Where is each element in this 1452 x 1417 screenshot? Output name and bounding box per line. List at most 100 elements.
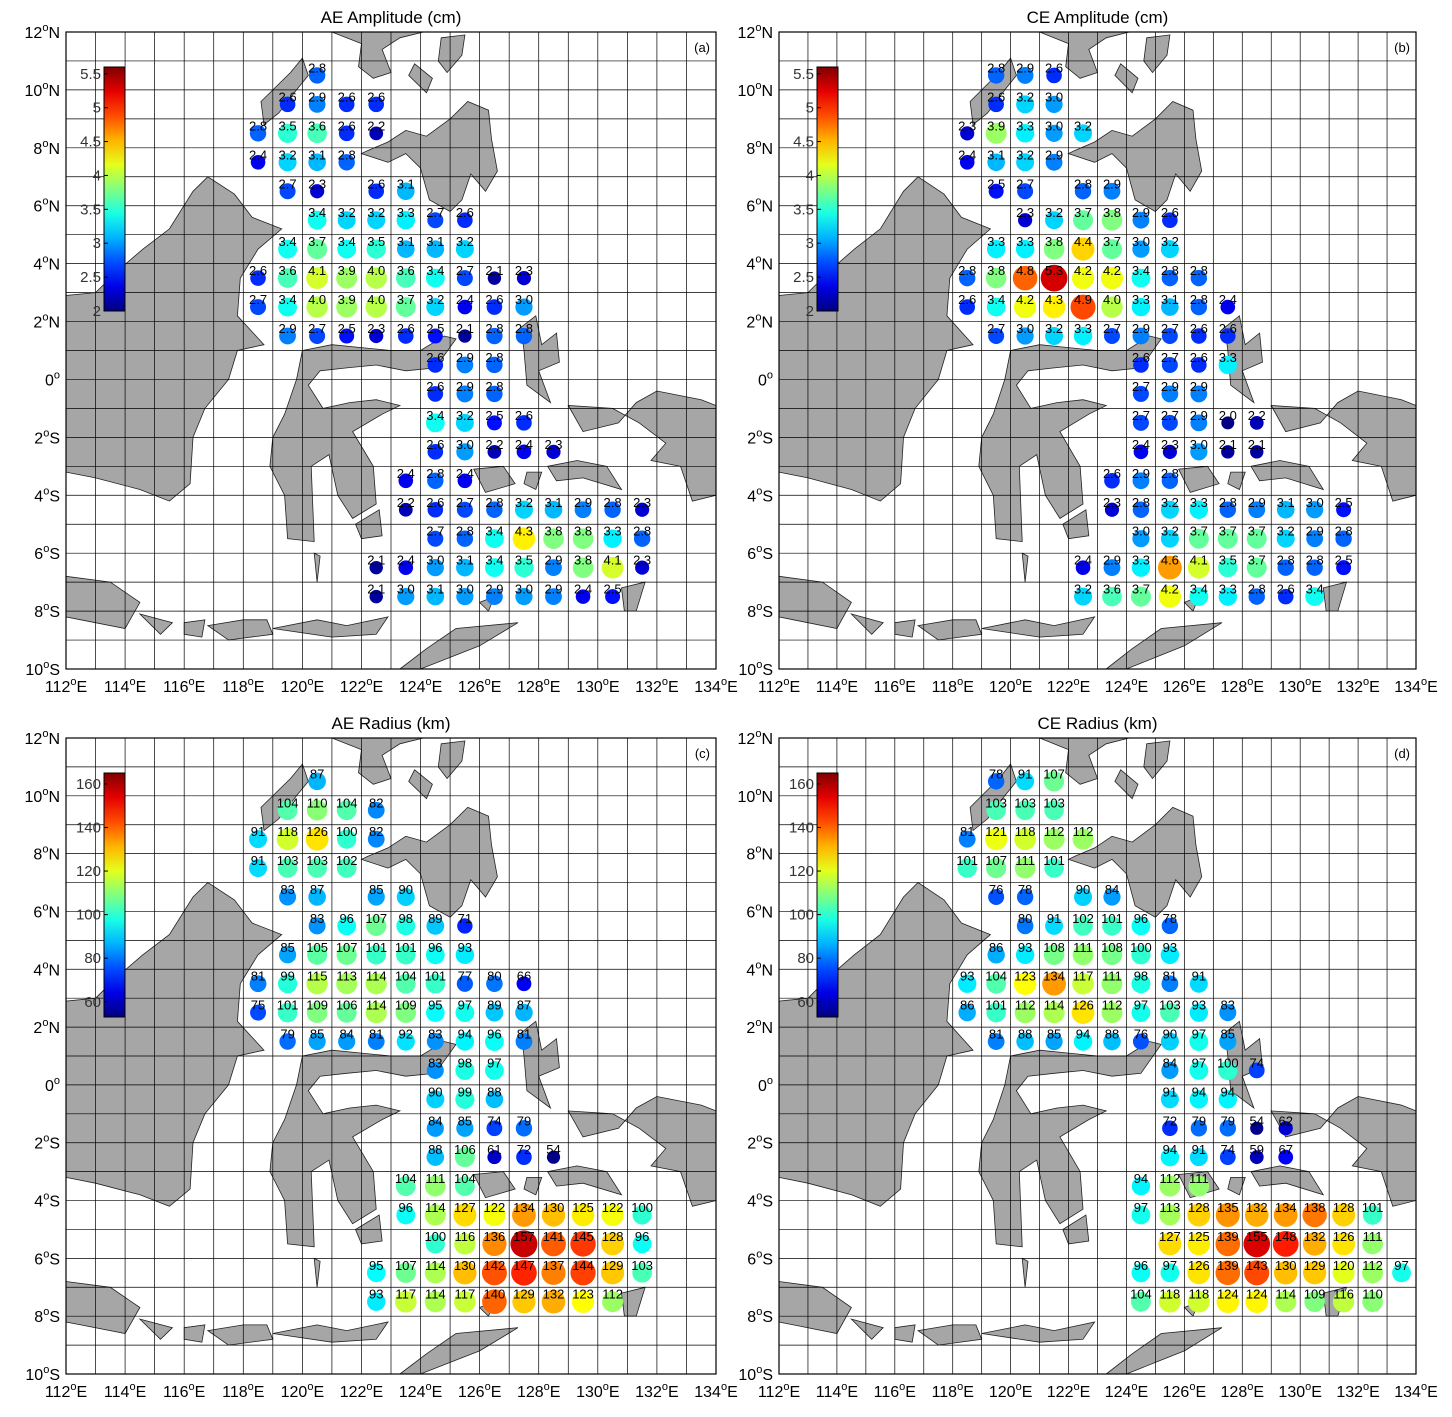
eddy-value-label: 112 [1102, 998, 1123, 1013]
eddy-value-label: 2.8 [1161, 263, 1179, 278]
eddy-value-label: 148 [1275, 1229, 1297, 1244]
eddy-marker [516, 415, 532, 431]
panel-title: AE Radius (km) [331, 714, 450, 733]
eddy-value-label: 3.9 [338, 292, 356, 307]
eddy-value-label: 2.8 [958, 263, 976, 278]
landmass [183, 1324, 206, 1343]
colorbar-tick-label: 120 [789, 863, 814, 880]
eddy-marker [1216, 1290, 1240, 1314]
eddy-marker [1160, 240, 1179, 259]
eddy-marker [1191, 328, 1207, 344]
eddy-value-label: 120 [1333, 1258, 1355, 1273]
eddy-marker [336, 800, 357, 821]
eddy-marker [1132, 501, 1150, 518]
eddy-marker [1074, 124, 1093, 143]
eddy-marker [427, 501, 444, 518]
eddy-marker [249, 830, 268, 849]
eddy-marker [1042, 295, 1066, 319]
landmass [523, 471, 543, 491]
eddy-marker [601, 1232, 625, 1256]
eddy-marker [486, 415, 502, 431]
eddy-value-label: 81 [369, 1027, 383, 1042]
eddy-value-label: 104 [985, 969, 1007, 984]
panel-title: CE Amplitude (cm) [1027, 8, 1169, 27]
eddy-value-label: 75 [251, 998, 265, 1013]
eddy-marker [1101, 296, 1123, 318]
eddy-marker [397, 588, 415, 606]
eddy-marker [458, 329, 472, 343]
eddy-marker [1071, 237, 1095, 261]
map-panel-c: 87 104 110 104 82 91 118 126 100 82 91 103 103 102 83 8… [25, 714, 738, 1401]
eddy-value-label: 132 [1304, 1229, 1326, 1244]
eddy-marker [426, 298, 445, 317]
eddy-marker [395, 268, 416, 288]
longitude-label: 122oE [340, 676, 384, 696]
eddy-value-label: 95 [428, 998, 442, 1013]
colorbar-tick-label: 2 [93, 303, 101, 320]
eddy-value-label: 103 [985, 795, 1007, 810]
eddy-value-label: 2.6 [456, 205, 474, 220]
eddy-value-label: 2.4 [1219, 292, 1237, 307]
eddy-marker [1045, 95, 1063, 113]
eddy-value-label: 2.6 [367, 89, 385, 104]
eddy-value-label: 93 [1163, 940, 1177, 955]
eddy-marker [1103, 888, 1121, 906]
eddy-marker [1188, 1175, 1210, 1197]
eddy-marker [1015, 124, 1035, 143]
eddy-value-label: 3.1 [456, 553, 474, 568]
eddy-value-label: 132 [543, 1287, 565, 1302]
eddy-marker [487, 1150, 502, 1165]
eddy-marker [486, 327, 503, 345]
eddy-value-label: 3.0 [397, 582, 415, 597]
latitude-label: 4oN [33, 959, 60, 979]
eddy-value-label: 107 [336, 940, 358, 955]
eddy-value-label: 2.3 [1161, 437, 1179, 452]
eddy-value-label: 103 [1014, 795, 1036, 810]
eddy-marker [481, 1260, 507, 1286]
longitude-label: 124oE [1105, 676, 1149, 696]
eddy-value-label: 3.1 [426, 234, 444, 249]
eddy-marker [308, 153, 326, 172]
eddy-value-label: 3.7 [1248, 524, 1266, 539]
eddy-value-label: 113 [336, 969, 357, 984]
eddy-marker [426, 559, 444, 577]
eddy-marker [1215, 1260, 1241, 1286]
eddy-marker [1101, 1002, 1123, 1024]
eddy-marker [1190, 385, 1208, 403]
eddy-marker [1248, 501, 1266, 519]
eddy-value-label: 3.3 [397, 205, 415, 220]
eddy-marker [486, 501, 503, 518]
latitude-label: 2oN [746, 1017, 773, 1037]
eddy-marker [1161, 1061, 1179, 1080]
eddy-value-label: 93 [1192, 998, 1206, 1013]
latitude-label: 2oN [33, 1017, 60, 1037]
eddy-marker [1014, 295, 1037, 319]
eddy-marker [337, 916, 357, 936]
eddy-value-label: 87 [310, 766, 324, 781]
landmass [546, 1165, 623, 1196]
eddy-marker [543, 528, 564, 550]
eddy-marker [277, 974, 298, 994]
eddy-value-label: 2.9 [1132, 205, 1150, 220]
eddy-value-label: 112 [1073, 824, 1094, 839]
eddy-value-label: 111 [1102, 969, 1122, 984]
eddy-value-label: 85 [1047, 1027, 1061, 1042]
eddy-marker [250, 154, 266, 170]
eddy-marker [1100, 267, 1124, 290]
eddy-value-label: 3.4 [1132, 263, 1150, 278]
eddy-value-label: 2.6 [426, 495, 444, 510]
longitude-label: 124oE [399, 1381, 443, 1401]
eddy-value-label: 91 [1018, 766, 1032, 781]
eddy-value-label: 4.4 [1074, 234, 1092, 249]
eddy-marker [1132, 211, 1150, 229]
eddy-marker [1244, 1260, 1270, 1286]
eddy-marker [249, 975, 267, 993]
eddy-marker [369, 328, 384, 344]
eddy-marker [1074, 587, 1093, 606]
eddy-marker [1074, 888, 1093, 906]
eddy-value-label: 118 [1015, 824, 1036, 839]
eddy-value-label: 2.8 [456, 524, 474, 539]
eddy-value-label: 4.8 [1016, 263, 1034, 278]
eddy-marker [1101, 944, 1123, 966]
eddy-marker [395, 297, 416, 318]
